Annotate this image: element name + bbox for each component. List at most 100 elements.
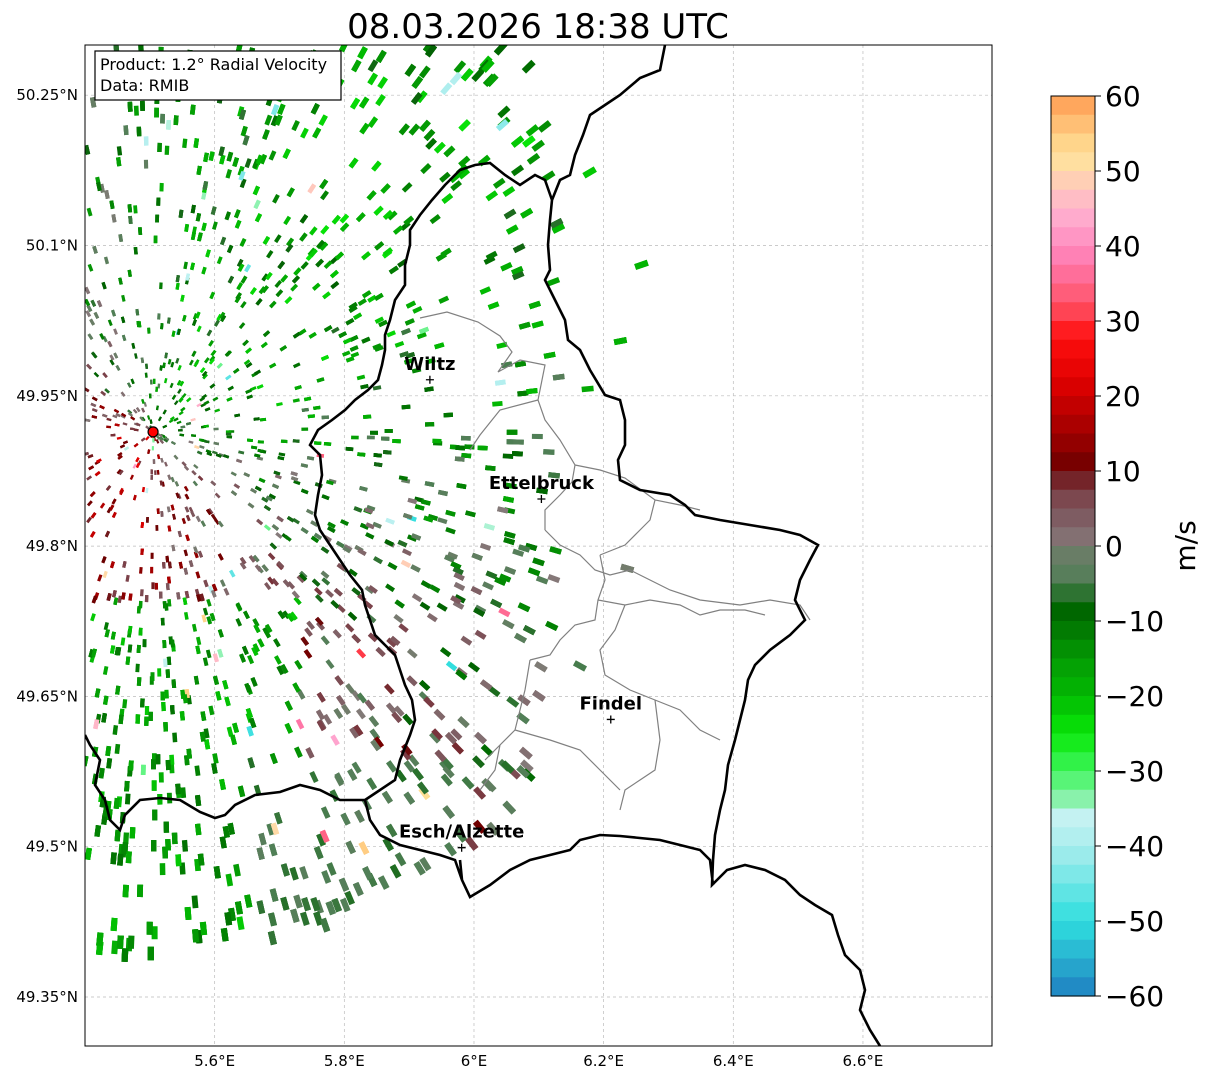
echo-pixel [273,470,281,476]
echo-pixel [91,408,98,413]
echo-pixel [136,677,142,686]
echo-pixel [532,690,546,702]
echo-pixel [151,582,155,590]
echo-pixel [119,489,124,496]
echo-pixel [382,209,394,220]
echo-pixel [190,417,196,422]
echo-pixel [315,709,325,721]
echo-pixel [113,597,119,606]
echo-pixel [364,585,375,595]
echo-pixel [216,362,223,369]
echo-pixel [471,552,483,561]
echo-pixel [209,355,216,362]
echo-pixel [162,601,167,609]
echo-pixel [170,440,176,446]
echo-pixel [102,570,108,579]
echo-pixel [242,339,249,347]
echo-pixel [194,794,202,807]
echo-pixel [240,125,248,137]
echo-pixel [249,717,257,729]
echo-pixel [406,675,418,687]
echo-pixel [340,519,349,526]
echo-pixel [294,385,302,391]
echo-pixel [311,578,321,587]
echo-pixel [122,422,128,426]
echo-pixel [135,714,141,724]
echo-pixel [440,773,453,787]
echo-pixel [196,165,202,176]
echo-pixel [206,616,213,625]
echo-pixel [137,884,144,898]
echo-pixel [121,294,126,302]
echo-pixel [514,632,527,644]
echo-pixel [517,390,529,397]
echo-pixel [138,227,143,236]
echo-pixel [378,875,390,890]
echo-pixel [86,475,93,481]
echo-pixel [634,259,649,270]
echo-pixel [135,462,140,468]
echo-pixel [253,199,261,210]
echo-pixel [411,76,424,89]
echo-pixel [389,864,402,879]
echo-pixel [246,394,253,400]
echo-pixel [120,414,126,419]
echo-pixel [403,215,415,226]
echo-pixel [452,566,464,575]
echo-pixel [227,822,235,835]
echo-pixel [127,644,133,653]
echo-pixel [271,578,279,587]
echo-pixel [419,679,431,691]
echo-pixel [91,352,98,359]
echo-pixel [440,247,452,258]
echo-pixel [212,675,219,685]
echo-pixel [404,318,415,326]
echo-pixel [356,648,366,659]
echo-pixel [386,760,398,773]
echo-pixel [251,646,259,656]
echo-pixel [345,683,355,694]
echo-pixel [118,469,124,476]
echo-pixel [163,821,170,833]
echo-pixel [473,607,485,617]
echo-pixel [404,63,417,77]
echo-pixel [213,865,221,879]
echo-pixel [433,708,446,721]
echo-pixel [303,396,312,402]
colorbar-swatch [1051,827,1095,847]
echo-pixel [169,705,175,715]
echo-pixel [125,656,131,665]
echo-pixel [425,422,435,427]
echo-pixel [182,314,187,322]
echo-pixel [129,474,135,480]
echo-pixel [247,654,255,665]
echo-pixel [361,336,371,344]
echo-pixel [351,633,361,644]
echo-pixel [136,126,142,137]
echo-pixel [373,556,383,565]
lon-tick-label: 6°E [461,1052,488,1070]
echo-pixel [233,368,240,374]
echo-pixel [280,439,288,444]
echo-pixel [470,586,483,596]
echo-pixel [159,439,164,444]
echo-pixel [483,523,495,531]
echo-pixel [399,351,409,358]
echo-pixel [182,138,188,149]
echo-pixel [209,612,216,622]
colorbar-swatch [1051,752,1095,772]
echo-pixel [397,539,408,548]
echo-pixel [173,417,179,422]
echo-pixel [512,271,525,281]
echo-pixel [485,190,498,202]
echo-pixel [321,494,330,501]
echo-pixel [487,685,501,698]
echo-pixel [165,555,170,563]
echo-pixel [245,347,252,354]
echo-pixel [405,300,416,309]
echo-pixel [373,452,382,458]
echo-pixel [255,154,264,165]
echo-pixel [271,524,280,531]
echo-pixel [88,465,95,471]
echo-pixel [155,525,159,531]
